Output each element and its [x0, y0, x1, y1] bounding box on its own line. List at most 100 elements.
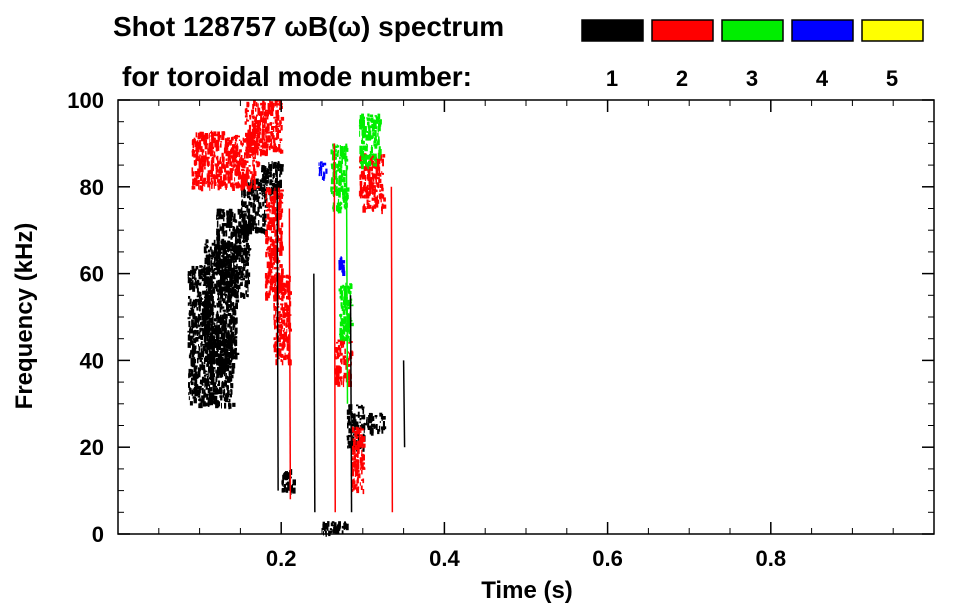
- mode-2-speck: [274, 319, 276, 327]
- mode-2-speck: [250, 154, 252, 156]
- mode-1-speck: [192, 396, 195, 399]
- mode-3-speck: [346, 319, 351, 326]
- mode-2-speck: [237, 181, 240, 185]
- mode-1-speck: [213, 264, 215, 267]
- mode-2-speck: [267, 251, 269, 254]
- mode-2-speck: [287, 342, 289, 348]
- mode-1-speck: [225, 286, 227, 293]
- mode-1-speck: [234, 239, 238, 244]
- mode-1-speck: [206, 276, 210, 282]
- mode-1-speck: [200, 388, 202, 391]
- mode-2-speck: [277, 147, 280, 151]
- mode-1-speck: [220, 245, 223, 249]
- mode-2-speck: [248, 147, 251, 150]
- mode-2-speck: [265, 191, 268, 195]
- mode-2-speck: [382, 163, 384, 167]
- mode-1-speck: [210, 290, 212, 294]
- mode-3-speck: [344, 325, 347, 328]
- mode-1-speck: [230, 249, 232, 254]
- mode-2-speck: [354, 445, 358, 450]
- mode-1-speck: [241, 200, 244, 206]
- mode-1-speck: [204, 296, 207, 301]
- mode-1-speck: [203, 357, 207, 362]
- mode-2-speck: [275, 237, 277, 240]
- mode-1-speck: [215, 255, 219, 262]
- mode-2-speck: [286, 317, 290, 323]
- mode-1-speck: [348, 429, 352, 432]
- mode-1-speck: [244, 194, 247, 197]
- mode-2-speck: [217, 184, 219, 187]
- mode-3-speck: [340, 313, 342, 318]
- mode-1-speck: [233, 294, 235, 298]
- mode-2-speck: [215, 171, 217, 178]
- mode-1-speck: [331, 528, 333, 533]
- mode-2-speck: [362, 443, 366, 448]
- mode-1-speck: [206, 363, 209, 367]
- mode-1-speck: [217, 333, 220, 336]
- mode-1-speck: [195, 298, 198, 303]
- mode-1-speck: [222, 309, 225, 312]
- mode-3-speck: [341, 157, 343, 164]
- mode-3-speck: [348, 291, 352, 295]
- mode-2-speck: [269, 269, 273, 273]
- mode-1-speck: [280, 166, 284, 172]
- mode-1-speck: [223, 256, 227, 262]
- mode-2-speck: [280, 234, 283, 242]
- mode-1-speck: [190, 279, 193, 281]
- mode-2-speck: [280, 291, 283, 295]
- mode-3-speck: [359, 130, 361, 137]
- mode-2-speck: [268, 261, 271, 265]
- mode-2-speck: [342, 355, 346, 360]
- mode-1-speck: [261, 165, 265, 170]
- mode-2-speck: [380, 154, 382, 157]
- mode-2-speck: [242, 169, 245, 172]
- mode-1-speck: [262, 216, 265, 222]
- mode-2-speck: [275, 309, 277, 316]
- x-axis-label: Time (s): [481, 577, 573, 604]
- mode-3-speck: [332, 179, 334, 182]
- mode-3-speck: [342, 197, 346, 202]
- mode-2-speck: [267, 215, 270, 219]
- mode-2-speck: [265, 133, 267, 137]
- mode-2-speck: [256, 186, 260, 188]
- mode-2-speck: [218, 184, 220, 188]
- mode-1-speck: [195, 302, 197, 308]
- mode-1-speck: [214, 336, 216, 342]
- mode-1-speck: [210, 333, 212, 337]
- mode-1-speck: [218, 353, 221, 357]
- mode-3-speck: [339, 156, 341, 160]
- mode-1-speck: [349, 428, 351, 431]
- mode-2-speck: [381, 171, 383, 174]
- mode-1-speck: [211, 331, 213, 337]
- mode-2-speck: [263, 106, 265, 109]
- mode-2-speck: [361, 462, 365, 465]
- mode-2-region-12: [244, 100, 285, 157]
- mode-1-speck: [216, 387, 218, 394]
- mode-3-speck: [337, 204, 340, 210]
- mode-2-speck: [286, 354, 290, 360]
- mode-2-speck: [286, 337, 289, 344]
- mode-3-streak-7: [345, 165, 349, 404]
- mode-2-speck: [261, 105, 266, 110]
- mode-2-speck: [201, 173, 203, 177]
- mode-4-speck: [323, 175, 325, 181]
- mode-1-speck: [216, 236, 218, 241]
- mode-2-speck: [279, 141, 281, 144]
- mode-2-speck: [347, 364, 350, 367]
- mode-1-speck: [224, 273, 227, 276]
- mode-1-speck: [196, 385, 199, 389]
- mode-1-speck: [245, 283, 248, 289]
- mode-1-speck: [270, 180, 274, 183]
- mode-1-speck: [232, 402, 236, 407]
- mode-3-speck: [335, 173, 337, 179]
- mode-1-speck: [199, 296, 201, 299]
- mode-1-speck: [220, 336, 224, 340]
- mode-2-speck: [263, 116, 265, 118]
- mode-1-speck: [205, 285, 208, 289]
- mode-2-speck: [253, 169, 255, 174]
- mode-2-speck: [257, 107, 261, 114]
- mode-1-speck: [193, 387, 198, 393]
- mode-2-speck: [361, 449, 363, 456]
- mode-1-speck: [334, 529, 338, 534]
- mode-2-speck: [268, 131, 272, 134]
